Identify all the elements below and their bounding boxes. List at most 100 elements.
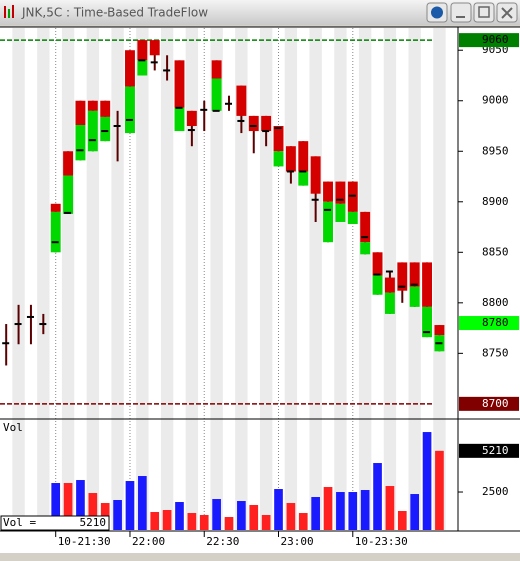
red-flow xyxy=(434,325,445,336)
column-band xyxy=(12,28,25,530)
green-flow xyxy=(335,203,346,222)
red-flow xyxy=(273,126,284,152)
volume-bar xyxy=(212,499,221,530)
x-tick-label: 22:30 xyxy=(206,535,239,548)
volume-bar xyxy=(385,486,395,530)
volume-bar xyxy=(373,463,382,530)
column-band xyxy=(309,28,322,530)
maximize-button[interactable] xyxy=(473,2,495,23)
minimize-button[interactable] xyxy=(450,2,472,23)
green-flow xyxy=(211,78,222,111)
red-flow xyxy=(236,85,247,116)
y-tick-label: 9000 xyxy=(482,94,509,107)
level-label-box xyxy=(459,33,519,48)
green-flow xyxy=(347,211,358,225)
level-label: 8700 xyxy=(482,397,509,410)
column-band xyxy=(433,28,446,530)
x-tick-label: 23:00 xyxy=(281,535,314,548)
red-flow xyxy=(50,203,61,212)
column-band xyxy=(259,28,273,530)
volume-bar xyxy=(187,513,197,530)
volume-bar xyxy=(261,515,271,530)
green-flow xyxy=(75,124,86,161)
green-flow xyxy=(273,151,284,167)
red-flow xyxy=(360,211,371,243)
green-flow xyxy=(174,107,185,132)
column-band xyxy=(185,28,199,530)
red-flow xyxy=(75,100,86,125)
volume-bar xyxy=(410,494,420,530)
red-flow xyxy=(174,60,185,108)
red-flow xyxy=(347,181,358,212)
volume-bar xyxy=(175,502,184,530)
column-band xyxy=(37,28,50,530)
red-flow xyxy=(323,181,333,202)
red-flow xyxy=(397,262,408,291)
y-tick-label: 8900 xyxy=(482,195,509,208)
red-flow xyxy=(384,277,395,293)
app-icon xyxy=(4,5,14,18)
volume-bar xyxy=(199,515,209,530)
window-title: JNK,5C : Time-Based TradeFlow xyxy=(21,6,208,20)
green-flow xyxy=(360,242,371,255)
y-tick-label: 8800 xyxy=(482,296,509,309)
volume-bar xyxy=(249,505,259,530)
link-button[interactable] xyxy=(426,2,448,23)
volume-bar xyxy=(88,493,98,530)
green-flow xyxy=(372,275,383,295)
volume-bar xyxy=(150,512,160,530)
column-band xyxy=(284,28,298,530)
green-flow xyxy=(409,286,420,307)
green-flow xyxy=(50,211,61,253)
column-band xyxy=(111,28,124,530)
volume-bar xyxy=(113,500,122,530)
green-flow xyxy=(384,292,395,314)
last-volume-box xyxy=(459,443,519,458)
red-flow xyxy=(149,40,160,56)
red-flow xyxy=(100,100,111,117)
red-flow xyxy=(335,181,346,204)
green-flow xyxy=(422,306,433,338)
volume-bar xyxy=(311,497,320,530)
volume-bar xyxy=(51,483,61,530)
volume-bar xyxy=(138,476,147,530)
volume-bar xyxy=(224,517,234,530)
green-flow xyxy=(63,175,74,214)
level-label: 9060 xyxy=(482,33,509,46)
volume-bar xyxy=(348,492,358,530)
green-flow xyxy=(100,116,111,142)
y-tick-label: 8850 xyxy=(482,245,509,258)
red-flow xyxy=(310,156,321,194)
volume-bar xyxy=(397,511,407,530)
volume-bar xyxy=(63,483,73,530)
volume-legend-label: Vol = xyxy=(3,516,36,529)
volume-bar xyxy=(162,510,172,530)
red-flow xyxy=(298,141,309,172)
column-band xyxy=(61,28,75,530)
volume-y-tick-label: 2500 xyxy=(482,485,509,498)
red-flow xyxy=(372,252,383,276)
volume-bar xyxy=(274,489,283,530)
x-tick-label: 10-23:30 xyxy=(355,535,408,548)
close-button[interactable] xyxy=(496,2,518,23)
red-flow xyxy=(137,40,148,61)
volume-bar xyxy=(298,513,308,530)
volume-bar xyxy=(286,503,296,530)
column-band xyxy=(136,28,149,530)
x-tick-label: 10-21:30 xyxy=(58,535,111,548)
volume-bar xyxy=(76,480,85,530)
green-flow xyxy=(125,86,135,134)
volume-bar xyxy=(422,432,432,530)
red-flow xyxy=(87,100,98,111)
red-flow xyxy=(261,115,272,132)
last-price-label: 8780 xyxy=(482,316,509,329)
level-label-box xyxy=(459,396,519,411)
last-volume-label: 5210 xyxy=(482,444,509,457)
volume-bar xyxy=(125,481,135,530)
column-band xyxy=(358,28,372,530)
volume-legend-value: 5210 xyxy=(80,516,107,529)
green-flow xyxy=(298,171,309,186)
red-flow xyxy=(248,115,259,132)
